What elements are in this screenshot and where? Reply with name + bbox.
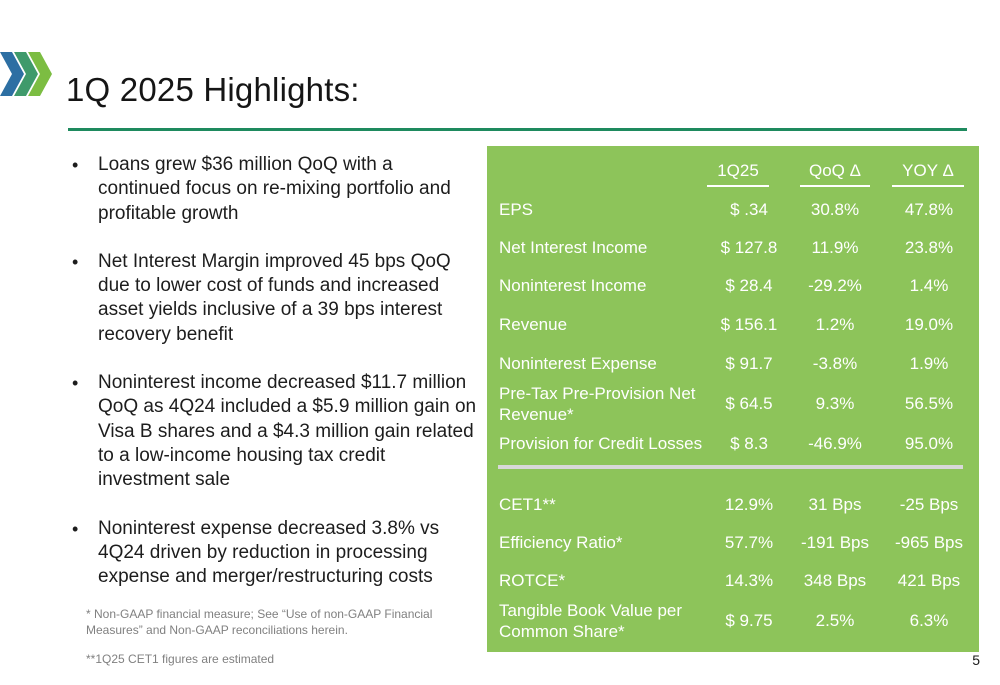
- column-header-yoy: YOY Δ: [902, 161, 954, 180]
- table-row-rotce: ROTCE* 14.3% 348 Bps 421 Bps: [487, 570, 979, 592]
- row-label: ROTCE*: [499, 571, 566, 590]
- cell-qoq: -29.2%: [808, 276, 862, 295]
- footnote-non-gaap: * Non-GAAP financial measure; See “Use o…: [86, 607, 433, 637]
- row-label: Efficiency Ratio*: [499, 533, 623, 552]
- cell-1q25: $ 156.1: [720, 315, 778, 334]
- cell-1q25: 57.7%: [724, 533, 774, 552]
- company-logo-chevrons-icon: [0, 52, 52, 96]
- cell-yoy: 47.8%: [904, 200, 954, 219]
- column-header-underline: [892, 185, 964, 187]
- cell-yoy: -965 Bps: [894, 533, 964, 552]
- bullet-loans: Loans grew $36 million QoQ with a contin…: [68, 153, 480, 226]
- column-header-qoq: QoQ Δ: [809, 161, 861, 180]
- cell-qoq: 1.2%: [815, 315, 855, 334]
- title-divider: [68, 128, 967, 131]
- row-label: Tangible Book Value per Common Share*: [499, 601, 683, 641]
- cell-yoy: 95.0%: [904, 434, 954, 453]
- cell-qoq: 9.3%: [815, 394, 855, 413]
- row-label: Provision for Credit Losses: [499, 434, 703, 453]
- bullet-noninterest-expense: Noninterest expense decreased 3.8% vs 4Q…: [68, 517, 480, 590]
- table-row-noninterest-expense: Noninterest Expense $ 91.7 -3.8% 1.9%: [487, 353, 979, 375]
- cell-1q25: $ .34: [730, 200, 768, 219]
- row-label: Noninterest Expense: [499, 354, 657, 373]
- table-row-provision-credit-losses: Provision for Credit Losses $ 8.3 -46.9%…: [487, 433, 979, 455]
- cell-1q25: $ 64.5: [725, 394, 773, 413]
- cell-qoq: 30.8%: [810, 200, 860, 219]
- cell-1q25: $ 28.4: [725, 276, 773, 295]
- cell-qoq: 348 Bps: [803, 571, 867, 590]
- cell-1q25: $ 9.75: [725, 611, 773, 630]
- bullet-net-interest-margin: Net Interest Margin improved 45 bps QoQ …: [68, 250, 480, 347]
- table-section-divider: [498, 465, 963, 469]
- highlights-list: Loans grew $36 million QoQ with a contin…: [68, 153, 480, 613]
- cell-qoq: -3.8%: [812, 354, 858, 373]
- cell-1q25: $ 91.7: [725, 354, 773, 373]
- table-row-tangible-book-value: Tangible Book Value per Common Share* $ …: [487, 600, 979, 642]
- column-header-1q25: 1Q25: [717, 161, 759, 180]
- cell-qoq: 11.9%: [811, 238, 859, 257]
- cell-qoq: -191 Bps: [800, 533, 870, 552]
- cell-yoy: 1.9%: [909, 354, 949, 373]
- row-label: Revenue: [499, 315, 568, 334]
- cell-qoq: 2.5%: [815, 611, 855, 630]
- cell-1q25: 12.9%: [724, 495, 774, 514]
- cell-yoy: 421 Bps: [897, 571, 961, 590]
- row-label: Noninterest Income: [499, 276, 647, 295]
- table-row-cet1: CET1** 12.9% 31 Bps -25 Bps: [487, 494, 979, 516]
- cell-yoy: 23.8%: [904, 238, 954, 257]
- row-label: EPS: [499, 200, 534, 219]
- footnote-cet1: **1Q25 CET1 figures are estimated: [86, 652, 275, 666]
- slide-title: 1Q 2025 Highlights:: [66, 71, 360, 108]
- cell-1q25: $ 127.8: [720, 238, 778, 257]
- row-label: Net Interest Income: [499, 238, 648, 257]
- row-label: CET1**: [499, 495, 556, 514]
- cell-yoy: 56.5%: [904, 394, 954, 413]
- cell-qoq: -46.9%: [808, 434, 862, 453]
- cell-1q25: 14.3%: [724, 571, 774, 590]
- bullet-noninterest-income: Noninterest income decreased $11.7 milli…: [68, 371, 480, 492]
- cell-yoy: -25 Bps: [899, 495, 959, 514]
- table-row-revenue: Revenue $ 156.1 1.2% 19.0%: [487, 314, 979, 336]
- cell-qoq: 31 Bps: [808, 495, 862, 514]
- page-number: 5: [972, 652, 980, 668]
- column-header-underline: [707, 185, 769, 187]
- table-row-net-interest-income: Net Interest Income $ 127.8 11.9% 23.8%: [487, 237, 979, 259]
- cell-1q25: $ 8.3: [730, 434, 768, 453]
- cell-yoy: 1.4%: [909, 276, 949, 295]
- table-row-efficiency-ratio: Efficiency Ratio* 57.7% -191 Bps -965 Bp…: [487, 532, 979, 554]
- column-header-underline: [800, 185, 870, 187]
- cell-yoy: 6.3%: [909, 611, 949, 630]
- table-row-noninterest-income: Noninterest Income $ 28.4 -29.2% 1.4%: [487, 275, 979, 297]
- row-label: Pre-Tax Pre-Provision Net Revenue*: [499, 384, 696, 424]
- metrics-panel: [487, 146, 979, 652]
- table-row-eps: EPS $ .34 30.8% 47.8%: [487, 199, 979, 221]
- table-row-pre-tax-pre-provision: Pre-Tax Pre-Provision Net Revenue* $ 64.…: [487, 383, 979, 425]
- cell-yoy: 19.0%: [904, 315, 954, 334]
